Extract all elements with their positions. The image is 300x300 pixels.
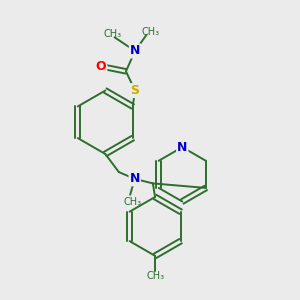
Text: O: O — [96, 60, 106, 73]
Text: CH₃: CH₃ — [142, 27, 160, 37]
Text: CH₃: CH₃ — [146, 271, 164, 281]
Text: N: N — [130, 172, 140, 185]
Text: CH₃: CH₃ — [103, 29, 122, 39]
Text: CH₃: CH₃ — [123, 196, 142, 206]
Text: N: N — [130, 44, 140, 57]
Text: S: S — [130, 84, 140, 97]
Text: N: N — [177, 141, 188, 154]
